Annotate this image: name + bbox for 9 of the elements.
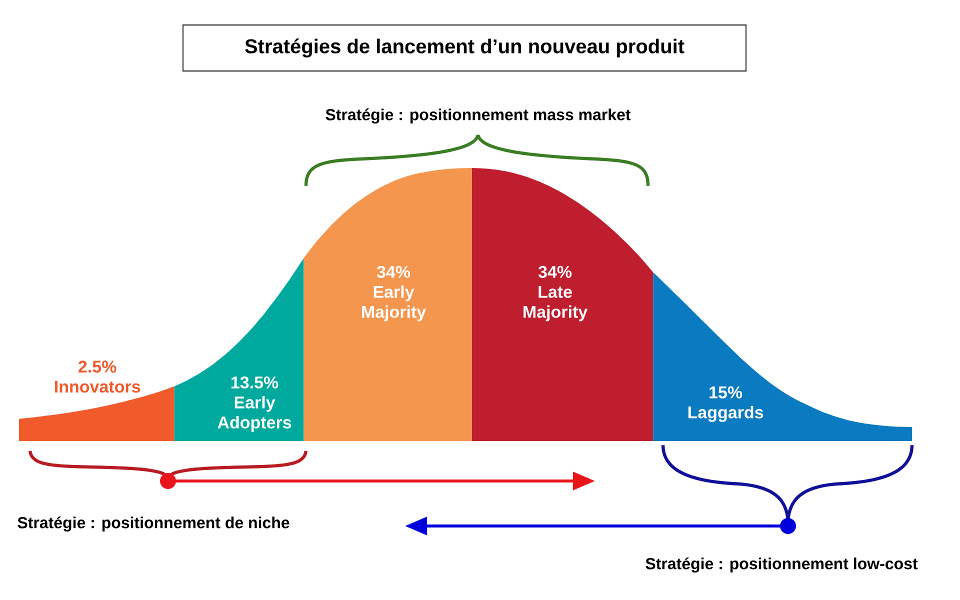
text: Stratégie : positionnement de niche bbox=[18, 516, 290, 532]
series-label: 34% Late Majority bbox=[524, 266, 588, 322]
chart-title: Stratégies de lancement d’un nouveau produit bbox=[245, 38, 684, 58]
series-label: 34% Early Majority bbox=[362, 266, 426, 322]
text: Stratégie : positionnement mass market bbox=[326, 108, 631, 124]
series-label: 13.5% Early Adopters bbox=[218, 376, 292, 432]
text: Stratégie : positionnement low-cost bbox=[646, 557, 918, 573]
series-label: 2.5% Innovators bbox=[55, 360, 140, 393]
series-label: 15% Laggards bbox=[688, 386, 764, 422]
